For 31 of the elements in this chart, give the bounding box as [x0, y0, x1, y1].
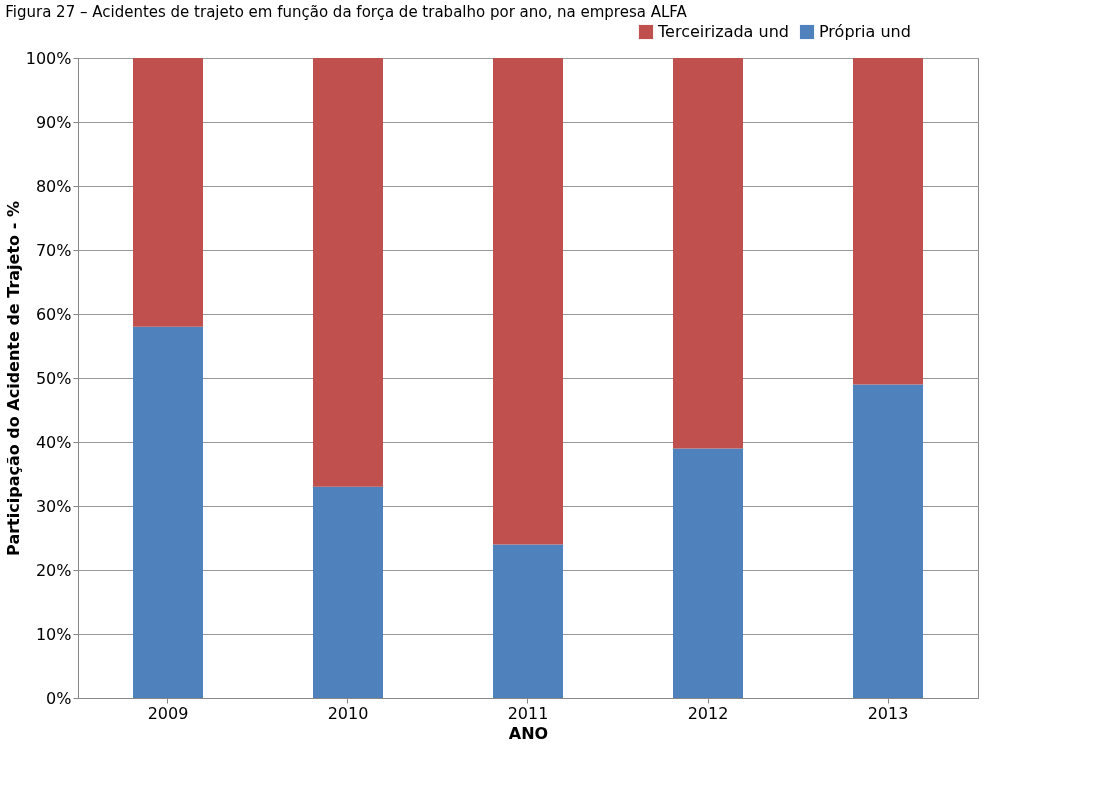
- bar: [313, 486, 383, 698]
- x-tick-label: 2012: [687, 703, 729, 723]
- y-tick-label: 0%: [46, 688, 72, 708]
- y-tick-label: 40%: [35, 432, 72, 452]
- bar: [133, 58, 203, 327]
- bar: [673, 58, 743, 449]
- bar: [493, 544, 563, 698]
- y-tick-label: 90%: [35, 112, 72, 132]
- y-tick-label: 100%: [25, 48, 72, 68]
- y-tick-label: 80%: [35, 176, 72, 196]
- x-tick-label: 2009: [147, 703, 189, 723]
- x-tick-label: 2011: [507, 703, 549, 723]
- y-tick-label: 10%: [35, 624, 72, 644]
- y-tick-label: 60%: [35, 304, 72, 324]
- bar: [673, 448, 743, 698]
- x-tick-label: 2010: [327, 703, 369, 723]
- legend-label: Terceirizada und: [657, 22, 789, 41]
- x-axis-title: ANO: [508, 723, 549, 743]
- y-tick-label: 20%: [35, 560, 72, 580]
- y-tick-label: 30%: [35, 496, 72, 516]
- legend-label: Própria und: [819, 22, 911, 41]
- bar: [853, 58, 923, 385]
- y-tick-label: 70%: [35, 240, 72, 260]
- bar: [493, 58, 563, 545]
- bar: [853, 384, 923, 698]
- y-tick-label: 50%: [35, 368, 72, 388]
- chart-title: Figura 27 – Acidentes de trajeto em função da força de trabalho por ano, na empresa ALFA: [5, 3, 688, 21]
- bar: [313, 58, 383, 487]
- y-axis-title: Participação do Acidente de Trajeto - %: [3, 201, 23, 556]
- bar: [133, 326, 203, 698]
- x-tick-label: 2013: [867, 703, 909, 723]
